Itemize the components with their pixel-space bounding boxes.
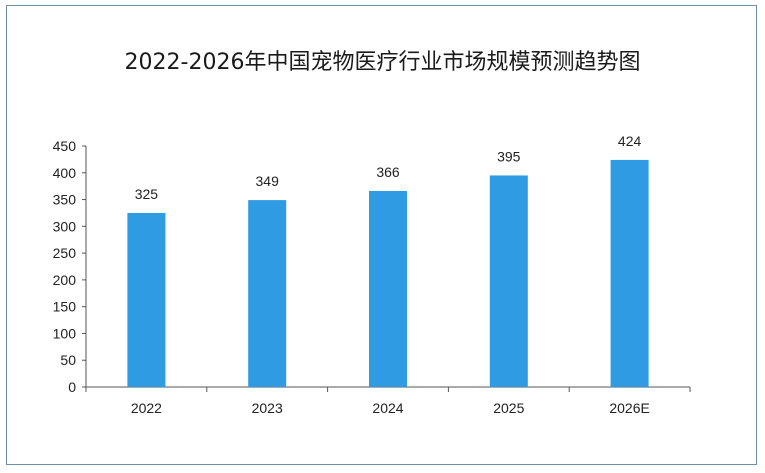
data-label-2026E: 424 [618, 133, 642, 149]
x-tick-label: 2026E [609, 400, 649, 416]
chart-title: 2022-2026年中国宠物医疗行业市场规模预测趋势图 [124, 50, 641, 75]
bar-2025 [489, 175, 528, 387]
y-tick-label: 150 [53, 299, 77, 315]
y-tick-label: 50 [60, 352, 76, 368]
data-label-2024: 366 [376, 164, 400, 180]
x-tick-label: 2025 [493, 400, 524, 416]
y-tick-label: 350 [53, 192, 77, 208]
x-tick-labels: 2022 2023 2024 2025 2026E [131, 400, 650, 416]
bar-2024 [369, 190, 407, 387]
x-tick-label: 2022 [131, 400, 162, 416]
data-label-2022: 325 [135, 186, 159, 202]
value-labels: 325 349 366 395 424 [135, 133, 642, 202]
bar-2023 [248, 200, 287, 387]
bar-2026E [610, 159, 649, 387]
y-tick-label: 400 [53, 165, 77, 181]
y-tick-label: 300 [53, 218, 77, 234]
y-tick-labels: 0 50 100 150 200 250 300 350 400 450 [53, 138, 77, 395]
y-tick-label: 250 [53, 245, 77, 261]
bars [127, 159, 649, 387]
y-tick-label: 450 [53, 138, 77, 154]
bar-2022 [127, 212, 166, 387]
x-tick-label: 2023 [252, 400, 283, 416]
y-tick-label: 0 [68, 379, 76, 395]
data-label-2025: 395 [497, 148, 521, 164]
x-tick-label: 2024 [372, 400, 403, 416]
y-tick-label: 200 [53, 272, 77, 288]
y-tick-label: 100 [53, 325, 77, 341]
data-label-2023: 349 [256, 173, 280, 189]
